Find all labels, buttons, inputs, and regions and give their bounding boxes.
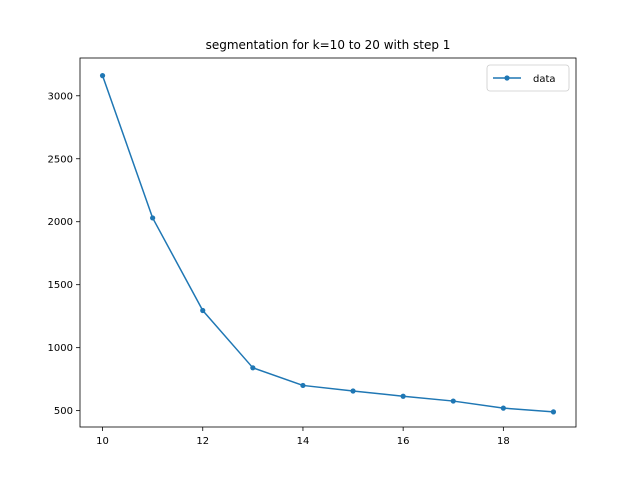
data-point: [350, 388, 356, 394]
legend-label: data: [533, 74, 556, 85]
data-point: [400, 393, 406, 399]
x-tick-label: 12: [196, 436, 209, 447]
data-point: [450, 398, 456, 404]
plot-area: 10 12 14 16 18 500 1000 1500 2000 2500 3000: [48, 57, 577, 447]
data-point: [550, 409, 557, 415]
x-tick-label: 18: [497, 436, 510, 447]
x-tick-label: 14: [297, 436, 310, 447]
y-tick-label: 3000: [48, 91, 73, 102]
y-tick-label: 1500: [48, 280, 73, 291]
data-point: [300, 382, 306, 389]
y-tick-label: 2500: [48, 154, 73, 165]
y-tick-label: 2000: [48, 217, 73, 228]
legend-box: [486, 64, 570, 92]
x-tick-label: 16: [397, 436, 410, 447]
y-tick-label: 1000: [48, 343, 73, 354]
data-point: [250, 365, 256, 371]
x-tick-label: 10: [96, 436, 109, 447]
legend: data: [486, 64, 570, 92]
axes-frame: [79, 57, 577, 428]
series-line: [101, 75, 554, 413]
data-point: [99, 73, 106, 79]
data-point: [150, 215, 156, 221]
chart-title: segmentation for k=10 to 20 with step 1: [206, 38, 451, 52]
legend-marker: [504, 75, 510, 81]
data-point: [200, 307, 206, 314]
data-point: [500, 405, 506, 411]
y-tick-label: 500: [54, 406, 73, 417]
